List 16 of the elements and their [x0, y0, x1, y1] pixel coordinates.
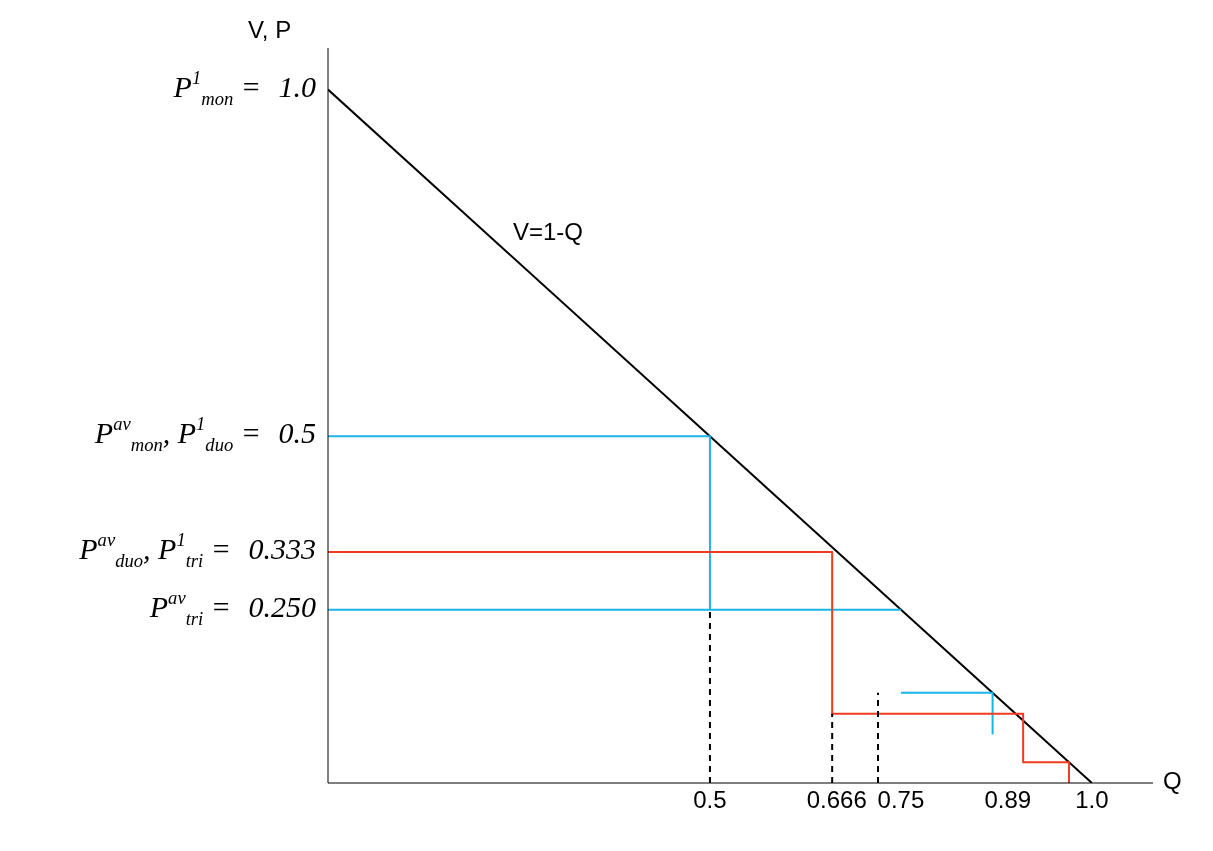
x-tick-label: 0.5	[693, 786, 727, 814]
x-tick-label: 0.89	[984, 786, 1032, 814]
annotation: V=1-Q	[513, 218, 584, 246]
x-tick-label: 0.75	[877, 786, 925, 814]
y-axis-title: V, P	[248, 16, 292, 44]
y-tick-label: 0.333	[248, 531, 316, 565]
x-tick-label: 1.0	[1075, 786, 1109, 814]
x-axis-title: Q	[1163, 767, 1182, 795]
text: P$^{1}$$_{mon}$ =	[172, 66, 261, 109]
y-tick-label: 1.0	[278, 69, 316, 103]
text: P$^{av}$$_{mon}$, P$^{1}$$_{duo}$ =	[93, 413, 261, 456]
x-tick-label: 0.666	[806, 786, 867, 814]
y-tick-label: 0.250	[248, 589, 316, 623]
y-tick-label: 0.5	[278, 416, 316, 450]
text: P$^{av}$$_{tri}$ =	[148, 586, 231, 629]
text: P$^{av}$$_{duo}$, P$^{1}$$_{tri}$ =	[78, 528, 231, 571]
